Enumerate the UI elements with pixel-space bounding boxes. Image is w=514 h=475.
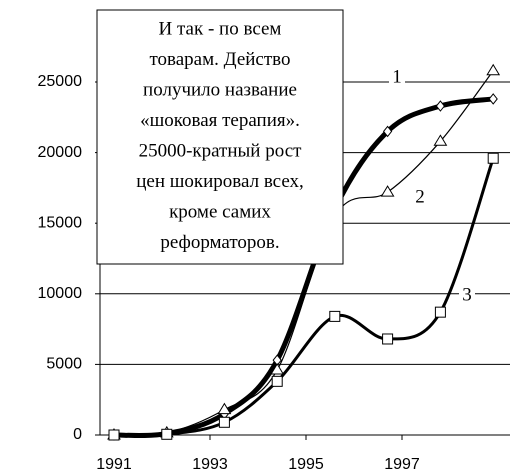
series-label: 3 [462, 284, 472, 305]
annotation-line: реформаторов. [160, 232, 279, 253]
marker [487, 152, 499, 164]
annotation-line: И так - по всем [159, 18, 282, 39]
line [113, 96, 494, 439]
marker [433, 134, 448, 146]
annotation-line: цен шокировал всех, [136, 171, 304, 192]
annotation-line: кроме самих [169, 201, 271, 222]
annotation-line: 25000-кратный рост [139, 140, 303, 161]
y-tick-label: 20000 [38, 144, 83, 161]
x-tick-label: 1995 [288, 456, 324, 473]
marker [488, 93, 498, 105]
marker [161, 428, 173, 440]
marker [270, 363, 285, 375]
y-tick-label: 10000 [38, 285, 83, 302]
x-tick-label: 1991 [96, 456, 132, 473]
y-tick-label: 5000 [46, 356, 82, 373]
marker [271, 375, 283, 387]
annotation-line: «шоковая терапия». [140, 110, 300, 131]
marker [382, 125, 393, 138]
y-tick-label: 0 [73, 426, 82, 443]
marker [382, 333, 394, 345]
marker [108, 429, 120, 441]
annotation-line: получило название [143, 79, 297, 100]
label-bg [412, 188, 428, 208]
marker [217, 402, 232, 415]
label-bg [459, 286, 475, 306]
marker [380, 185, 395, 197]
label-bg [389, 68, 405, 88]
series-label: 2 [415, 186, 425, 207]
marker [329, 310, 341, 322]
annotation-box [96, 9, 344, 265]
y-tick-label: 15000 [38, 214, 83, 231]
x-tick-label: 1993 [192, 456, 228, 473]
y-tick-label: 25000 [38, 73, 83, 90]
marker [486, 63, 501, 76]
marker [434, 306, 446, 318]
annotation-line: товарам. Действо [149, 49, 290, 70]
marker [435, 100, 446, 112]
series-label: 1 [392, 66, 402, 87]
marker [218, 416, 230, 428]
x-tick-label: 1997 [384, 456, 420, 473]
